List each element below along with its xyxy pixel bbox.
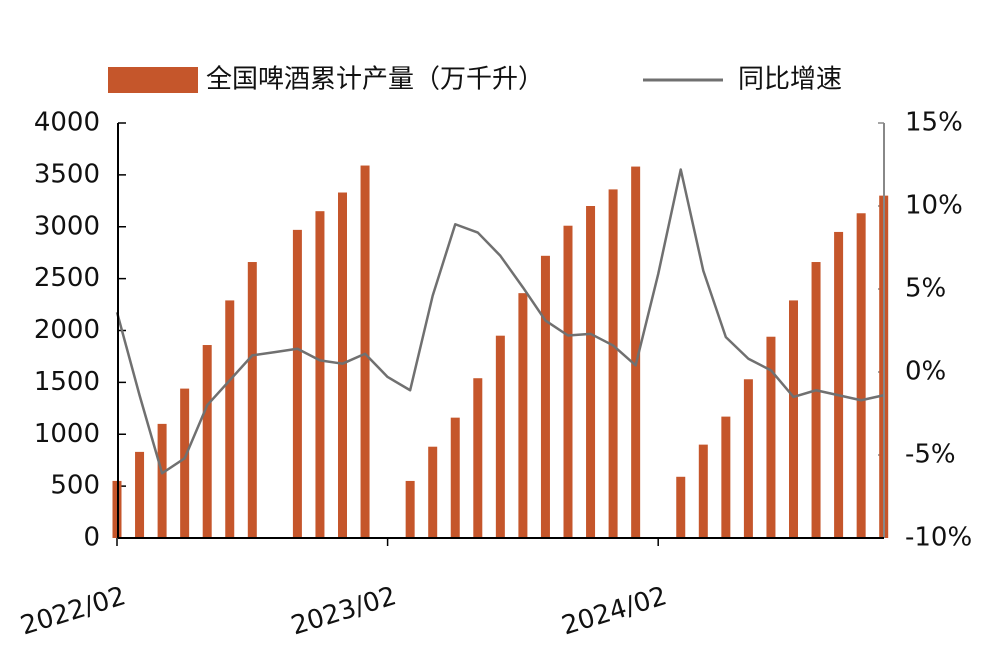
y2-tick-label: 15%: [905, 108, 963, 138]
y-tick-label: 4000: [34, 108, 100, 138]
bar: [834, 231, 844, 538]
bar: [428, 446, 438, 538]
bar: [789, 300, 798, 538]
bar: [495, 335, 505, 538]
bar: [856, 213, 866, 538]
bar: [157, 423, 167, 538]
bar: [743, 379, 753, 538]
bar: [202, 345, 212, 538]
bar: [766, 336, 776, 538]
bar: [608, 189, 618, 538]
bar: [676, 476, 686, 538]
bar: [721, 416, 731, 538]
bar: [247, 262, 257, 538]
bar: [540, 255, 550, 539]
bar: [811, 262, 821, 538]
legend-label: 同比增速: [738, 65, 842, 95]
y-tick-label: 1500: [34, 367, 100, 397]
y-tick-label: 2500: [34, 263, 100, 293]
y-tick-label: 1000: [34, 419, 100, 449]
bar: [338, 192, 347, 538]
x-tick-label: 2023/02: [288, 581, 400, 641]
y-tick-label: 2000: [34, 315, 100, 345]
bar: [518, 293, 528, 538]
bar: [473, 378, 483, 538]
y-tick-label: 0: [83, 523, 100, 553]
bar: [563, 225, 573, 538]
bar: [180, 388, 190, 538]
bar: [450, 417, 460, 538]
y2-tick-label: 0%: [905, 357, 946, 387]
bar: [135, 451, 145, 538]
x-tick-label: 2024/02: [558, 581, 670, 641]
bar: [315, 211, 325, 538]
y-tick-label: 500: [50, 471, 100, 501]
x-tick-label: 2022/02: [17, 581, 129, 641]
bar: [405, 480, 415, 538]
legend-label: 全国啤酒累计产量（万千升）: [206, 65, 544, 95]
bar: [631, 166, 641, 538]
bar: [292, 229, 302, 539]
bar: [225, 300, 235, 538]
y2-tick-label: 5%: [905, 274, 946, 304]
y2-tick-label: -10%: [905, 523, 972, 553]
y-tick-label: 3500: [34, 159, 100, 189]
y-tick-label: 3000: [34, 211, 100, 241]
bar: [698, 444, 708, 538]
bar: [586, 206, 596, 538]
bar: [360, 165, 370, 538]
line: [115, 168, 884, 475]
y2-tick-label: 10%: [905, 191, 963, 221]
legend-swatch: [108, 67, 198, 93]
y2-tick-label: -5%: [905, 440, 956, 470]
